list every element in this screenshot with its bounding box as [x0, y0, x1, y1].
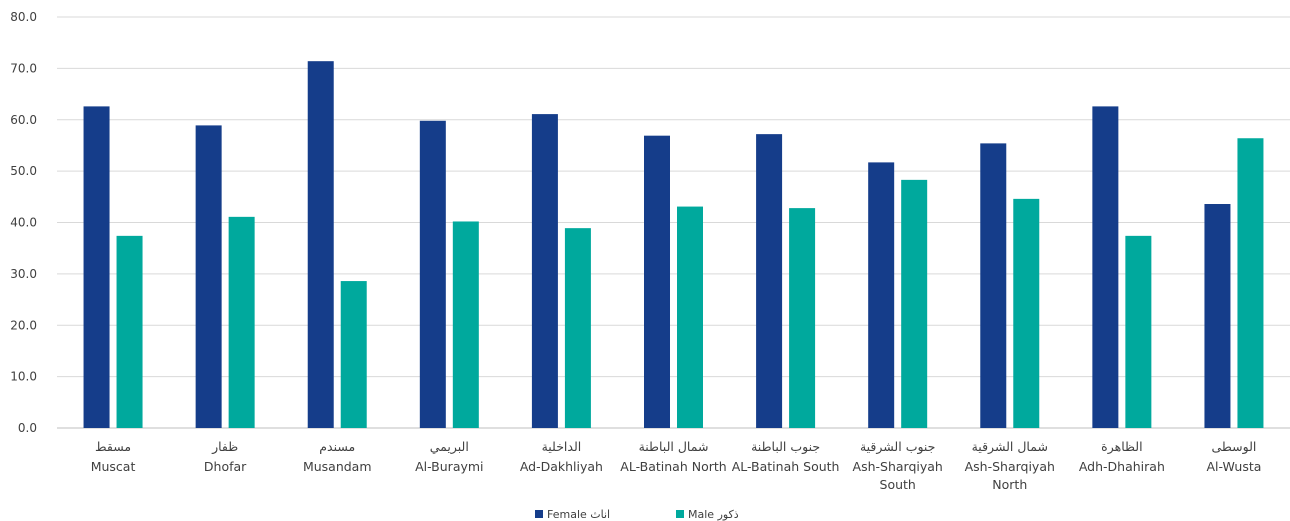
female-bar	[980, 143, 1007, 428]
y-tick-label: 40.0	[10, 216, 37, 230]
category-label-arabic: البريمي	[430, 439, 469, 455]
category-label-english: Ash-Sharqiyah	[965, 459, 1055, 474]
y-tick-label: 10.0	[10, 370, 37, 384]
y-tick-label: 50.0	[10, 164, 37, 178]
legend-female-swatch	[535, 510, 543, 518]
category-label-english: Muscat	[91, 459, 136, 474]
category-label-arabic: الداخلية	[542, 439, 582, 454]
male-bar	[1125, 235, 1152, 428]
category-label-english: Ash-Sharqiyah	[853, 459, 943, 474]
male-bar	[789, 208, 816, 428]
category-label-english: North	[992, 477, 1027, 492]
legend-male-label: Male ذكور	[688, 508, 739, 521]
category-label-arabic: ظفار	[211, 439, 238, 455]
female-bar	[1092, 106, 1119, 428]
female-bar	[83, 106, 110, 428]
male-bar	[1237, 138, 1264, 428]
y-axis: 0.0 10.0 20.0 30.0 40.0 50.0 60.0 70.0 80.0	[10, 10, 37, 435]
x-axis: مسقط Muscat ظفار Dhofar مسندم Musandam البريمي…	[91, 439, 1262, 492]
bars	[83, 61, 1264, 429]
category-label-english: Al-Buraymi	[415, 459, 483, 474]
female-bar	[307, 61, 334, 429]
category-label-arabic: شمال الباطنة	[639, 439, 709, 454]
female-bar	[1204, 204, 1231, 428]
category-label-english: South	[880, 477, 916, 492]
female-bar	[756, 134, 783, 428]
y-tick-label: 80.0	[10, 10, 37, 24]
female-bar	[868, 162, 895, 429]
category-label-english: Ad-Dakhliyah	[520, 459, 603, 474]
category-label-arabic: الوسطى	[1212, 439, 1257, 455]
female-bar	[195, 125, 222, 429]
male-bar	[901, 179, 928, 428]
y-tick-label: 0.0	[18, 421, 37, 435]
female-bar	[644, 135, 670, 428]
male-bar	[677, 206, 703, 428]
category-label-arabic: شمال الشرقية	[972, 439, 1048, 455]
legend-female-label: Female اناث	[547, 508, 610, 521]
gridlines	[57, 16, 1290, 429]
legend: Female اناث Male ذكور	[535, 508, 739, 521]
category-label-english: Adh-Dhahirah	[1079, 459, 1165, 474]
y-tick-label: 70.0	[10, 61, 37, 75]
male-bar	[340, 281, 367, 428]
male-bar	[116, 235, 143, 428]
category-label-arabic: مسقط	[95, 439, 131, 454]
category-label-english: Al-Wusta	[1206, 459, 1261, 474]
male-bar	[452, 221, 479, 428]
category-label-arabic: جنوب الشرقية	[860, 439, 935, 455]
male-bar	[564, 228, 591, 428]
male-bar	[228, 216, 255, 428]
category-label-english: Dhofar	[204, 459, 247, 474]
y-tick-label: 30.0	[10, 267, 37, 281]
y-tick-label: 60.0	[10, 113, 37, 127]
legend-male-swatch	[676, 510, 684, 518]
category-label-arabic: مسندم	[319, 439, 355, 454]
category-label-english: Musandam	[303, 459, 372, 474]
female-bar	[531, 114, 558, 428]
category-label-arabic: الظاهرة	[1101, 439, 1142, 455]
category-label-arabic: جنوب الباطنة	[751, 439, 820, 455]
y-tick-label: 20.0	[10, 318, 37, 332]
category-label-english: AL-Batinah South	[732, 459, 840, 474]
female-bar	[419, 120, 446, 428]
category-label-english: AL-Batinah North	[620, 459, 726, 474]
male-bar	[1013, 198, 1040, 428]
